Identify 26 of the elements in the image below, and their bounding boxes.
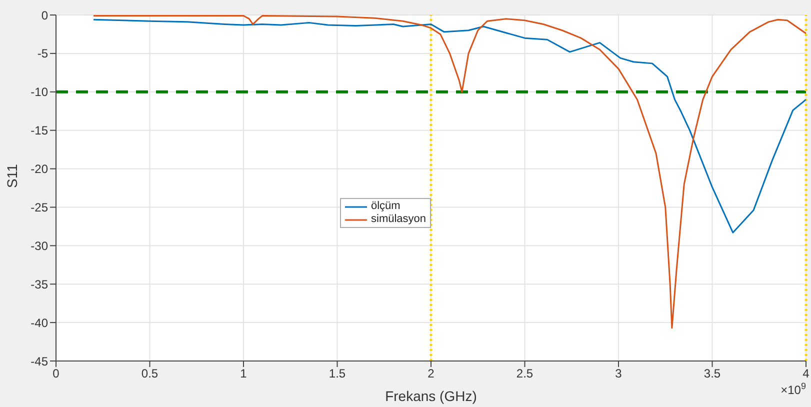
y-tick-label: 0 — [41, 8, 48, 22]
x-tick-label: 0.5 — [141, 366, 158, 381]
y-tick-label: -10 — [30, 85, 48, 100]
x-axis-title: Frekans (GHz) — [385, 388, 477, 404]
legend-label: simülasyon — [371, 213, 426, 226]
y-tick-label: -30 — [30, 238, 48, 253]
legend-label: ölçüm — [371, 200, 400, 213]
line-series — [92, 15, 806, 329]
y-tick-label: -40 — [30, 316, 48, 330]
y-tick-label: -5 — [37, 46, 48, 61]
x-tick-label: 4 — [802, 366, 810, 381]
x-tick-label: 2 — [428, 366, 435, 381]
line-series — [92, 18, 806, 234]
x-tick-label: 1 — [240, 366, 248, 381]
text: ×10$^{9}$ — [780, 381, 806, 397]
y-tick-label: -15 — [30, 124, 48, 138]
x-tick-label: 3 — [615, 366, 622, 381]
y-tick-label: -25 — [30, 200, 48, 214]
x-tick-label: 0 — [52, 366, 60, 381]
x-tick-label: 2.5 — [516, 366, 534, 381]
y-tick-label: -35 — [30, 277, 48, 292]
y-tick-label: -45 — [30, 354, 48, 368]
x-tick-label: 1.5 — [328, 366, 346, 381]
y-axis-title: S11 — [4, 164, 20, 188]
y-tick-label: -20 — [30, 162, 48, 176]
x-tick-label: 3.5 — [704, 366, 721, 381]
